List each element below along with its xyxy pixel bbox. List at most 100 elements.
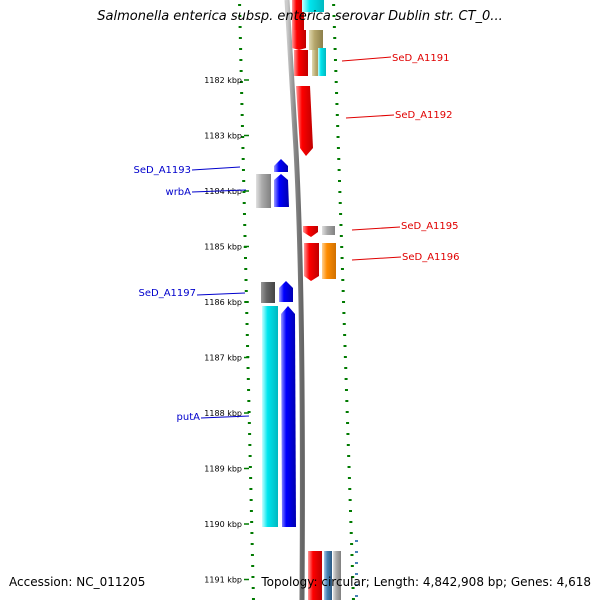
guide-dot xyxy=(242,191,246,193)
guide-dot xyxy=(347,466,351,468)
dotted-guide-lines xyxy=(238,4,358,600)
forward-strand-genes[interactable] xyxy=(292,0,341,600)
gene-block[interactable] xyxy=(256,174,271,208)
gene-label-reverse[interactable]: SeD_A1193 xyxy=(134,165,192,176)
gene-label-forward[interactable]: SeD_A1192 xyxy=(395,110,453,121)
guide-dot xyxy=(241,169,245,171)
guide-dot xyxy=(343,356,347,358)
gene-block-putA[interactable] xyxy=(262,306,278,527)
guide-dot xyxy=(334,81,338,83)
gene-label-reverse[interactable]: wrbA xyxy=(166,187,192,198)
guide-dot xyxy=(345,411,349,413)
leader-line xyxy=(196,292,246,296)
gene-arrow[interactable] xyxy=(292,30,306,50)
gene-block[interactable] xyxy=(322,243,336,279)
gene-label-forward[interactable]: SeD_A1191 xyxy=(392,53,450,64)
gene-arrow-putA[interactable] xyxy=(281,306,296,527)
gene-labels[interactable]: SeD_A1191 SeD_A1192 SeD_A1195 SeD_A1196 … xyxy=(134,53,460,423)
guide-dot xyxy=(251,576,255,578)
leader-line xyxy=(200,415,250,419)
guide-dot xyxy=(248,455,252,457)
guide-dot xyxy=(238,37,242,39)
gene-label-reverse[interactable]: putA xyxy=(177,412,201,423)
guide-dot xyxy=(333,48,337,50)
guide-dot xyxy=(346,433,350,435)
guide-dot xyxy=(238,15,242,17)
guide-dot xyxy=(336,147,340,149)
scale-tick-label: 1184 kbp xyxy=(204,187,242,196)
gene-arrow[interactable] xyxy=(279,281,293,302)
guide-dot xyxy=(339,235,343,237)
guide-dot xyxy=(251,565,255,567)
gene-label-reverse[interactable]: SeD_A1197 xyxy=(139,288,197,299)
scale-ticks: 1182 kbp 1183 kbp 1184 kbp 1185 kbp 1186 kbp… xyxy=(204,76,249,585)
guide-dot xyxy=(347,477,351,479)
scale-tick-label: 1183 kbp xyxy=(204,132,242,141)
gene-arrow-wrbA[interactable] xyxy=(274,174,289,207)
gene-block-SeD_A1197[interactable] xyxy=(261,282,275,303)
gene-label-forward[interactable]: SeD_A1195 xyxy=(401,221,459,232)
guide-dot xyxy=(241,158,245,160)
guide-dot xyxy=(340,268,344,270)
scale-tick-label: 1191 kbp xyxy=(204,576,242,585)
guide-dot xyxy=(240,92,244,94)
guide-dot xyxy=(251,598,255,600)
guide-dot xyxy=(250,521,254,523)
gene-arrow-SeD_A1192[interactable] xyxy=(296,86,313,156)
gene-arrow-SeD_A1196[interactable] xyxy=(304,243,319,281)
guide-dot xyxy=(241,147,245,149)
guide-dot xyxy=(348,499,352,501)
gene-block[interactable] xyxy=(309,30,323,50)
gene-block[interactable] xyxy=(333,551,341,600)
guide-dot xyxy=(349,510,352,512)
guide-dot xyxy=(247,389,251,391)
guide-dot xyxy=(336,125,340,127)
guide-dot xyxy=(355,573,358,575)
guide-dot xyxy=(243,224,247,226)
scale-tick-label: 1182 kbp xyxy=(204,76,242,85)
guide-dot xyxy=(336,136,340,138)
guide-dot xyxy=(355,551,358,553)
scale-tick-label: 1187 kbp xyxy=(204,354,242,363)
guide-dot xyxy=(239,81,243,83)
leader-line xyxy=(351,226,401,231)
reverse-strand-genes[interactable] xyxy=(256,159,296,527)
gene-block[interactable] xyxy=(312,50,322,76)
guide-dot xyxy=(246,345,250,347)
gene-arrow-SeD_A1195[interactable] xyxy=(303,226,318,237)
guide-dot xyxy=(242,202,246,204)
guide-dot xyxy=(332,15,336,17)
guide-dot xyxy=(334,70,338,72)
leader-line xyxy=(341,56,392,62)
guide-dot xyxy=(249,488,253,490)
scale-tick-label: 1189 kbp xyxy=(204,465,242,474)
guide-dot xyxy=(350,565,354,567)
gene-block[interactable] xyxy=(294,50,308,76)
guide-dot xyxy=(351,598,355,600)
gene-block[interactable] xyxy=(308,551,322,600)
guide-dot xyxy=(246,367,250,369)
guide-dot xyxy=(337,158,341,160)
guide-dot xyxy=(241,136,245,138)
gene-block[interactable] xyxy=(322,226,335,235)
guide-dot xyxy=(335,114,339,116)
guide-dot xyxy=(240,114,244,116)
guide-dot xyxy=(343,345,347,347)
gene-arrow-SeD_A1193[interactable] xyxy=(274,159,288,172)
gene-block[interactable] xyxy=(324,551,332,600)
guide-dot xyxy=(248,466,252,468)
guide-dot xyxy=(341,279,345,281)
gene-block-SeD_A1191[interactable] xyxy=(318,48,326,76)
gene-label-forward[interactable]: SeD_A1196 xyxy=(402,252,460,263)
gene-block[interactable] xyxy=(302,0,324,12)
leader-line xyxy=(191,189,247,193)
guide-dot xyxy=(350,543,354,545)
guide-dot xyxy=(341,290,345,292)
guide-dot xyxy=(247,422,251,424)
guide-dot xyxy=(344,367,348,369)
guide-dot xyxy=(245,312,249,314)
guide-dot xyxy=(342,301,346,303)
guide-dot xyxy=(251,587,255,589)
